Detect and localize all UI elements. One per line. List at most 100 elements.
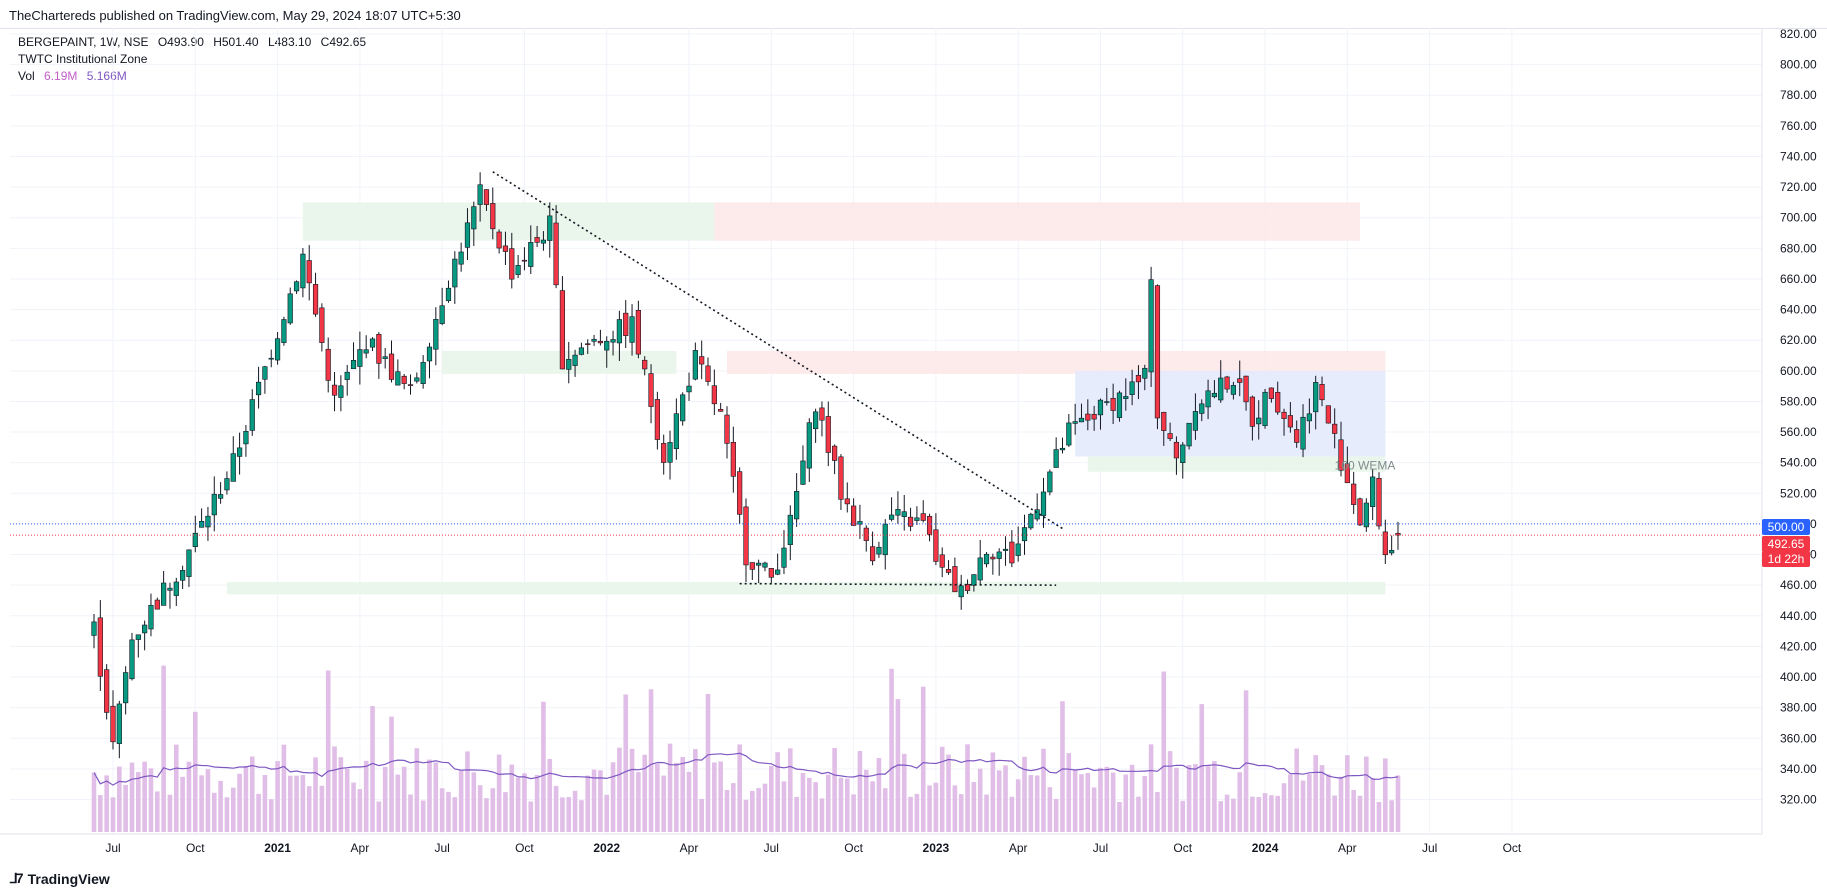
volume-bar: [180, 776, 185, 832]
candle-body: [566, 359, 572, 370]
candle-body: [547, 215, 553, 241]
candle-body: [553, 222, 559, 286]
candle-body: [1211, 392, 1218, 398]
volume-bar: [1123, 774, 1129, 832]
candle-body: [724, 414, 730, 444]
volume-row[interactable]: Vol 6.19M 5.166M: [18, 68, 366, 85]
candle-body: [161, 582, 167, 606]
y-tick-label: 540.00: [1780, 456, 1817, 470]
volume-bar: [439, 788, 445, 832]
volume-bar: [1383, 758, 1388, 832]
candle-body: [1262, 391, 1268, 426]
candle-body: [914, 517, 920, 521]
candle-body: [775, 569, 781, 575]
y-tick-label: 640.00: [1780, 303, 1817, 317]
candle-body: [1002, 548, 1009, 551]
volume-bar: [838, 777, 844, 832]
candle-body: [1009, 541, 1015, 564]
candle-body: [1332, 423, 1338, 434]
volume-bar: [693, 749, 698, 832]
candle-body: [945, 569, 952, 573]
zone-range: [1075, 370, 1386, 457]
candle-body: [1325, 405, 1331, 424]
candle-body: [306, 260, 312, 284]
indicator-row[interactable]: TWTC Institutional Zone: [18, 51, 366, 68]
candle-body: [350, 359, 357, 370]
candle-body: [591, 338, 597, 342]
candle-body: [192, 532, 198, 548]
volume-bar: [636, 772, 641, 832]
candle-body: [844, 498, 850, 505]
volume-bar: [503, 792, 508, 832]
volume-bar: [1003, 765, 1008, 832]
candle-body: [142, 624, 148, 634]
volume-bar: [1262, 793, 1268, 832]
volume-bar: [737, 744, 742, 832]
volume-bar: [199, 775, 204, 832]
volume-bar: [420, 800, 426, 832]
symbol-row[interactable]: BERGEPAINT, 1W, NSE O493.90 H501.40 L483…: [18, 34, 366, 51]
tradingview-brand[interactable]: ⅃7 TradingView: [10, 870, 110, 887]
candle-body: [148, 604, 154, 630]
candle-body: [1338, 439, 1344, 471]
volume-bar: [832, 747, 837, 832]
price-chart[interactable]: 820.00 800.00 780.00 760.00 740.00 720.00 700.…: [0, 28, 1827, 860]
y-tick-label: 520.00: [1780, 486, 1817, 500]
candle-body: [1078, 417, 1085, 423]
volume-bar: [965, 744, 970, 832]
candle-body: [952, 566, 958, 593]
indicator-label: TWTC Institutional Zone: [18, 52, 148, 66]
y-tick-label: 760.00: [1780, 119, 1817, 133]
candle-body: [1395, 532, 1401, 536]
y-tick-label: 800.00: [1780, 58, 1817, 72]
candle-body: [173, 581, 179, 596]
volume-bar: [1199, 704, 1205, 832]
candle-body: [825, 416, 831, 453]
volume-ma-line: [93, 752, 1399, 786]
volume-bar: [598, 770, 603, 832]
candle-body: [293, 281, 300, 292]
volume-bar: [851, 794, 856, 832]
candle-body: [312, 284, 319, 315]
candle-body: [756, 562, 762, 566]
candle-body: [129, 639, 135, 680]
x-tick-label: Jul: [434, 841, 449, 855]
volume-bar: [167, 794, 173, 832]
volume-label: Vol: [18, 69, 35, 83]
volume-bar: [1167, 751, 1173, 832]
symbol-label: BERGEPAINT, 1W, NSE: [18, 35, 149, 49]
volume-bar: [1079, 774, 1084, 832]
volume-bar: [1357, 795, 1363, 832]
volume-bar: [224, 797, 230, 832]
volume-bar: [604, 794, 610, 832]
volume-bar: [218, 780, 223, 832]
candle-body: [1173, 441, 1180, 459]
candle-body: [1123, 396, 1129, 399]
volume-bar: [477, 785, 483, 832]
candle-body: [850, 505, 857, 526]
candle-body: [642, 359, 648, 370]
last-price-tag: 492.65: [1762, 536, 1810, 552]
volume-bar: [300, 774, 306, 832]
volume-bar: [648, 689, 654, 832]
candle-body: [1205, 390, 1211, 408]
candle-body: [1015, 543, 1021, 556]
volume-bar: [1091, 787, 1097, 832]
zone-demand: [226, 582, 1386, 595]
volume-bar: [1231, 798, 1236, 832]
volume-bar: [1148, 744, 1154, 832]
candle-body: [813, 411, 819, 430]
volume-bar: [1085, 773, 1091, 832]
volume-bar: [1237, 772, 1243, 832]
candle-body: [686, 385, 692, 393]
volume-bar: [1117, 801, 1122, 832]
volume-bar: [743, 799, 749, 832]
candle-body: [154, 599, 160, 610]
candle-body: [1363, 502, 1369, 528]
volume-value: 6.19M: [44, 69, 78, 83]
volume-bar: [1072, 769, 1078, 832]
candle-body: [832, 445, 838, 461]
y-tick-label: 820.00: [1780, 28, 1817, 41]
volume-bar: [205, 769, 211, 832]
candle-body: [1382, 531, 1388, 556]
